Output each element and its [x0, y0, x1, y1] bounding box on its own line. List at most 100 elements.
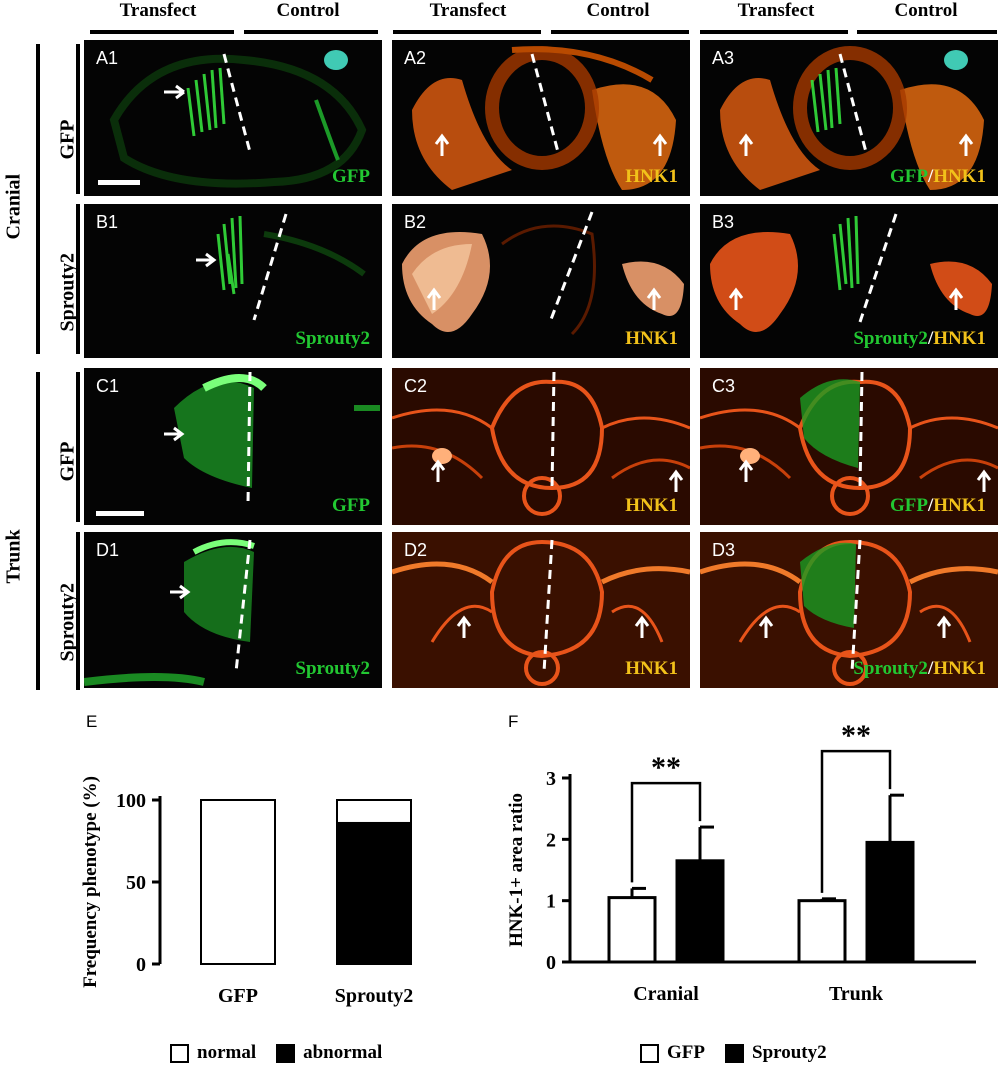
micrograph-a1-image	[109, 50, 367, 188]
stain-text: HNK1	[625, 166, 678, 187]
panel-stain-label: HNK1	[625, 328, 678, 350]
bar-normal-gfp	[200, 799, 276, 965]
legend-swatch-normal	[170, 1043, 189, 1063]
col-header-control-2: Control	[586, 0, 650, 21]
panel-stain-label: Sprouty2/HNK1	[853, 658, 986, 680]
panel-stain-label: Sprouty2/HNK1	[853, 328, 986, 350]
col-underline	[90, 30, 234, 34]
panel-stain-label: Sprouty2	[295, 328, 370, 350]
significance-bracket	[630, 781, 702, 883]
legend-swatch-gfp	[640, 1043, 659, 1063]
chart-f: 0 1 2 3 HNK-1+ area ratio ** Cranial ** Trunk	[506, 722, 976, 1005]
x-tick-label: Sprouty2	[335, 985, 414, 1007]
panel-label: A1	[96, 48, 119, 68]
micrograph-a3-image	[720, 46, 984, 190]
y-axis-title: Frequency phenotype (%)	[80, 776, 101, 988]
significance-bracket	[820, 749, 892, 893]
micrograph-panel-a1: A1 GFP	[84, 40, 382, 196]
row-bar	[76, 204, 80, 354]
micrograph-a2-image	[412, 46, 676, 190]
micrograph-panel-a3: A3 GFP/HNK1	[700, 40, 998, 196]
micrograph-panel-b2: B2 HNK1	[392, 204, 690, 358]
panel-e-letter: E	[86, 712, 98, 731]
significance-marker: **	[651, 751, 681, 784]
micrograph-b1-image	[196, 213, 366, 321]
stain-text: GFP	[889, 495, 928, 516]
stain-text: HNK1	[933, 166, 986, 187]
chart-e: 0 50 100 Frequency phenotype (%) GFP Sprouty2	[80, 776, 414, 1007]
panel-f-letter: F	[508, 712, 519, 731]
col-underline	[700, 30, 848, 34]
panel-label: A3	[712, 48, 735, 68]
stain-text: HNK1	[625, 328, 678, 349]
panel-label: A2	[404, 48, 427, 68]
panel-label: D3	[712, 540, 736, 560]
panel-stain-label: Sprouty2	[295, 658, 370, 680]
micrograph-panel-b3: B3 Sprouty2/HNK1	[700, 204, 998, 358]
panel-label: B2	[404, 212, 427, 232]
row-bar	[76, 44, 80, 194]
micrograph-panel-b1: B1 Sprouty2	[84, 204, 382, 358]
scale-bar	[96, 511, 144, 516]
bar-abnormal-sprouty2	[336, 821, 412, 965]
panel-label: B3	[712, 212, 735, 232]
legend-swatch-abnormal	[276, 1043, 296, 1063]
row-bar	[76, 372, 80, 522]
stain-text: /	[927, 166, 934, 187]
stain-text: HNK1	[625, 495, 678, 516]
stain-text: /	[927, 328, 934, 349]
panel-label: B1	[96, 212, 119, 232]
panel-label: C1	[96, 376, 120, 396]
col-header-transfect-3: Transfect	[737, 0, 815, 21]
bar-sprouty2-trunk	[865, 840, 915, 964]
col-underline	[393, 30, 541, 34]
row-group-cranial: Cranial	[2, 173, 25, 240]
panel-stain-label: GFP	[332, 495, 370, 517]
legend-swatch-sprouty2	[725, 1043, 744, 1063]
micrograph-b2-image	[402, 211, 684, 336]
stain-text: Sprouty2	[853, 658, 928, 679]
col-header-transfect-1: Transfect	[119, 0, 197, 21]
panel-label: D1	[96, 540, 120, 560]
col-underline	[857, 30, 997, 34]
col-header-control-1: Control	[276, 0, 340, 21]
micrograph-panel-c3: C3 GFP/HNK1	[700, 368, 998, 525]
stain-text: /	[927, 658, 934, 679]
col-underline	[244, 30, 378, 34]
stain-text: Sprouty2	[853, 328, 928, 349]
significance-marker: **	[841, 722, 871, 752]
micrograph-b3-image	[710, 213, 992, 332]
y-tick-label: 50	[126, 872, 146, 894]
micrograph-panel-a2: A2 HNK1	[392, 40, 690, 196]
stain-text: GFP	[889, 166, 928, 187]
stain-text: HNK1	[933, 495, 986, 516]
y-axis-title: HNK-1+ area ratio	[506, 793, 527, 947]
legend-label-sprouty2: Sprouty2	[752, 1042, 827, 1063]
panel-stain-label: HNK1	[625, 495, 678, 517]
row-bar	[76, 532, 80, 690]
micrograph-c1-image	[164, 371, 380, 505]
stain-text: Sprouty2	[295, 658, 370, 679]
y-tick-label: 0	[546, 952, 556, 974]
legend-f: GFP Sprouty2	[640, 1042, 827, 1064]
panel-stain-label: HNK1	[625, 658, 678, 680]
micrograph-panel-d1: D1 Sprouty2	[84, 532, 382, 688]
x-tick-label: Cranial	[633, 983, 699, 1005]
panel-stain-label: GFP/HNK1	[890, 495, 986, 517]
panel-stain-label: HNK1	[625, 166, 678, 188]
x-tick-label: Trunk	[829, 983, 884, 1005]
col-header-transfect-2: Transfect	[429, 0, 507, 21]
bar-gfp-cranial	[607, 896, 657, 964]
col-header-control-3: Control	[894, 0, 958, 21]
y-tick-label: 100	[116, 790, 146, 812]
y-tick-label: 3	[546, 768, 556, 790]
stain-text: GFP	[332, 495, 370, 516]
y-tick-label: 0	[136, 954, 146, 976]
row-group-bar	[36, 44, 40, 354]
panel-stain-label: GFP/HNK1	[890, 166, 986, 188]
legend-label-gfp: GFP	[667, 1042, 705, 1063]
panel-stain-label: GFP	[332, 166, 370, 188]
bar-normal-sprouty2	[336, 799, 412, 824]
micrograph-panel-c1: C1 GFP	[84, 368, 382, 525]
micrograph-d3-image	[700, 532, 998, 688]
